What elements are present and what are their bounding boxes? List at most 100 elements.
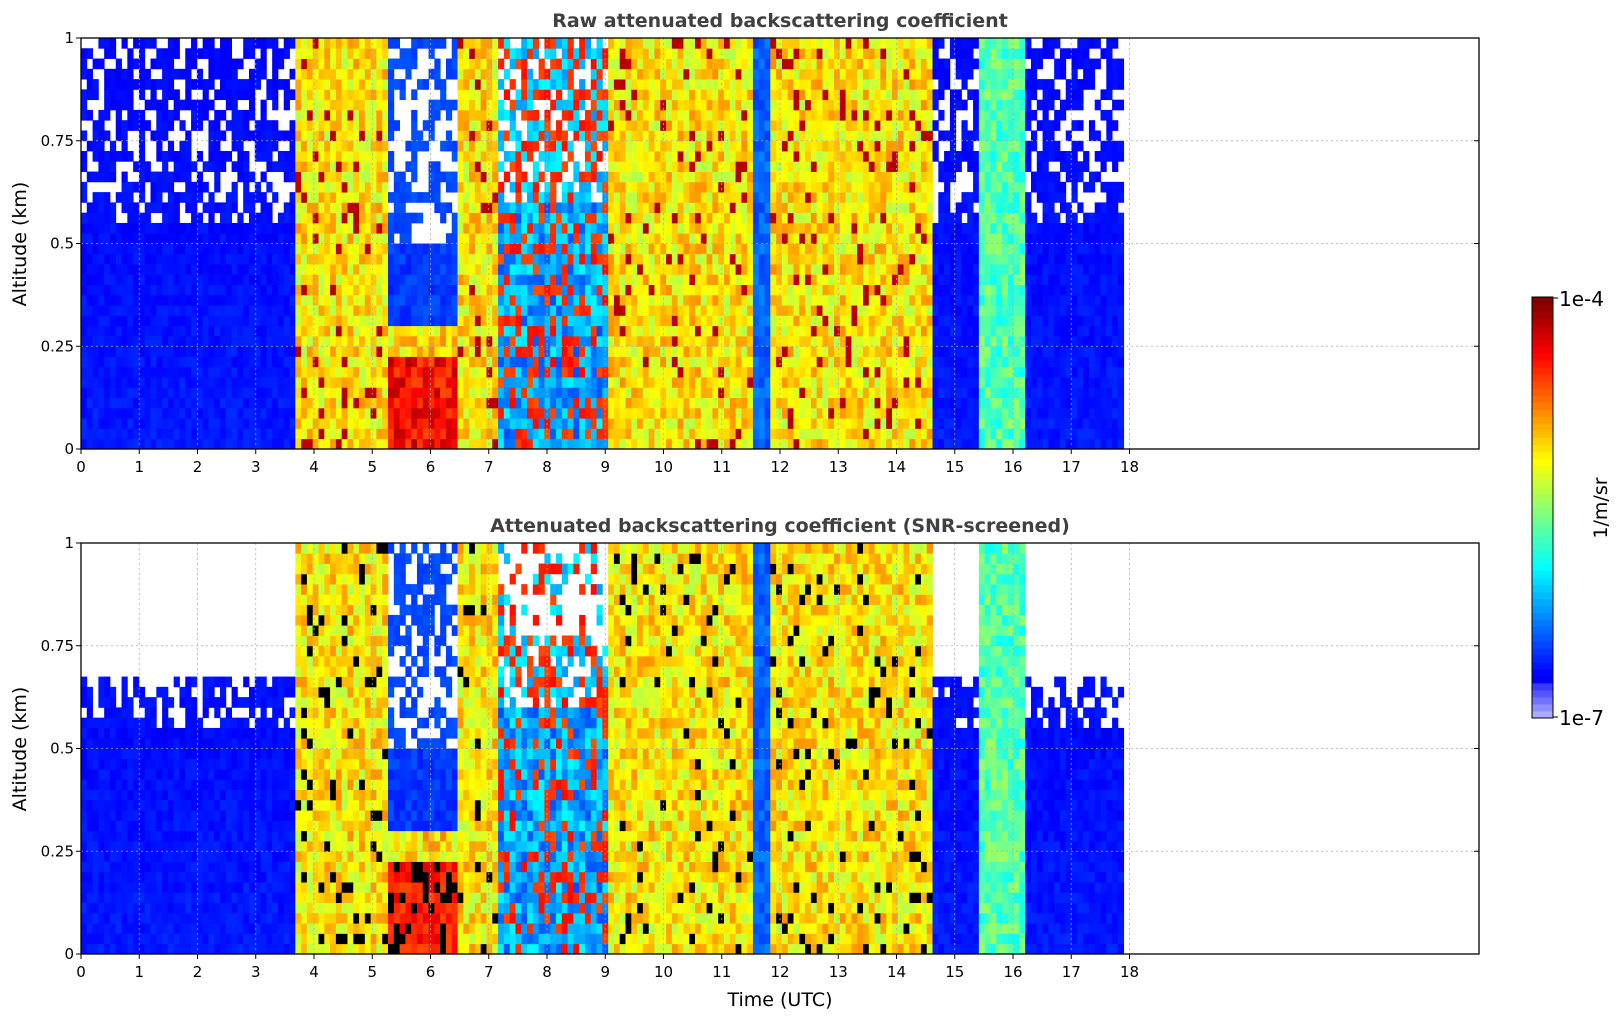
heat-cell xyxy=(747,335,754,347)
heat-cell xyxy=(677,366,684,378)
heat-cell xyxy=(816,305,823,316)
heat-cell xyxy=(318,171,325,183)
heat-cell xyxy=(272,243,279,255)
heat-cell xyxy=(173,438,180,450)
heat-cell xyxy=(289,212,296,224)
heat-cell xyxy=(851,202,858,214)
heat-cell xyxy=(440,140,447,152)
heat-cell xyxy=(648,397,655,409)
heat-cell xyxy=(98,130,105,142)
heat-cell xyxy=(405,377,412,388)
heat-cell xyxy=(474,233,482,244)
heat-cell xyxy=(330,89,337,101)
heat-cell xyxy=(671,366,679,378)
heat-cell xyxy=(752,418,760,429)
heat-cell xyxy=(266,120,273,131)
heat-cell xyxy=(625,397,632,409)
heat-cell xyxy=(787,68,794,80)
heat-cell xyxy=(660,346,667,357)
heat-cell xyxy=(301,407,308,419)
heat-cell xyxy=(127,222,134,234)
heat-cell xyxy=(642,346,650,357)
heat-cell xyxy=(532,274,540,285)
heat-cell xyxy=(573,428,580,440)
heat-cell xyxy=(828,284,835,296)
heat-cell xyxy=(845,233,852,244)
heat-cell xyxy=(457,377,464,388)
heat-cell xyxy=(121,346,128,357)
heat-cell xyxy=(689,79,696,90)
heat-cell xyxy=(556,325,563,337)
heat-cell xyxy=(185,233,192,244)
heat-cell xyxy=(411,274,418,285)
heat-cell xyxy=(735,325,742,337)
heat-cell xyxy=(822,243,829,255)
heat-cell xyxy=(127,387,134,399)
heat-cell xyxy=(857,130,864,142)
heat-cell xyxy=(532,387,540,399)
heat-cell xyxy=(138,377,146,388)
heat-cell xyxy=(150,58,157,70)
heat-cell xyxy=(405,58,412,70)
heat-cell xyxy=(173,366,180,378)
heat-cell xyxy=(498,438,505,450)
heat-cell xyxy=(370,130,377,142)
heat-cell xyxy=(289,264,296,275)
heat-cell xyxy=(845,243,852,255)
heat-cell xyxy=(167,315,175,327)
heat-cell xyxy=(608,181,615,193)
heat-cell xyxy=(735,202,742,214)
heat-cell xyxy=(364,212,372,224)
heat-cell xyxy=(486,377,493,388)
heat-cell xyxy=(561,366,568,378)
heat-cell xyxy=(741,438,748,450)
heat-cell xyxy=(544,377,551,388)
heat-cell xyxy=(393,38,400,49)
heat-cell xyxy=(399,366,406,378)
heat-cell xyxy=(509,120,516,131)
heat-cell xyxy=(440,407,447,419)
heat-cell xyxy=(98,407,105,419)
heat-cell xyxy=(857,140,864,152)
heat-cell xyxy=(544,202,551,214)
heat-cell xyxy=(272,233,279,244)
heat-cell xyxy=(834,222,841,234)
heat-cell xyxy=(608,264,615,275)
heat-cell xyxy=(341,171,348,183)
heat-cell xyxy=(162,109,169,121)
heat-cell xyxy=(121,264,128,275)
heat-cell xyxy=(248,418,256,429)
heat-cell xyxy=(266,130,273,142)
heat-cell xyxy=(527,305,534,316)
heat-cell xyxy=(335,356,343,368)
heat-cell xyxy=(735,130,742,142)
heat-cell xyxy=(521,233,528,244)
heat-cell xyxy=(330,387,337,399)
heat-cell xyxy=(335,264,343,275)
heat-cell xyxy=(683,140,690,152)
heat-cell xyxy=(440,356,447,368)
heat-cell xyxy=(590,68,597,80)
heat-cell xyxy=(741,366,748,378)
heat-cell xyxy=(115,264,122,275)
heat-cell xyxy=(805,192,812,203)
heat-cell xyxy=(411,171,418,183)
heat-cell xyxy=(162,99,169,111)
heat-cell xyxy=(590,120,597,131)
heat-cell xyxy=(689,335,696,347)
heat-cell xyxy=(805,397,812,409)
heat-cell xyxy=(631,120,638,131)
heat-cell xyxy=(723,161,731,172)
heat-cell xyxy=(590,130,597,142)
heat-cell xyxy=(376,356,383,368)
heat-cell xyxy=(834,274,841,285)
heat-cell xyxy=(747,346,754,357)
heat-cell xyxy=(411,294,418,306)
heat-cell xyxy=(150,243,157,255)
heat-cell xyxy=(532,397,540,409)
heat-cell xyxy=(776,48,783,59)
heat-cell xyxy=(741,140,748,152)
heat-cell xyxy=(353,428,360,440)
heat-cell xyxy=(243,407,250,419)
heat-cell xyxy=(434,356,441,368)
